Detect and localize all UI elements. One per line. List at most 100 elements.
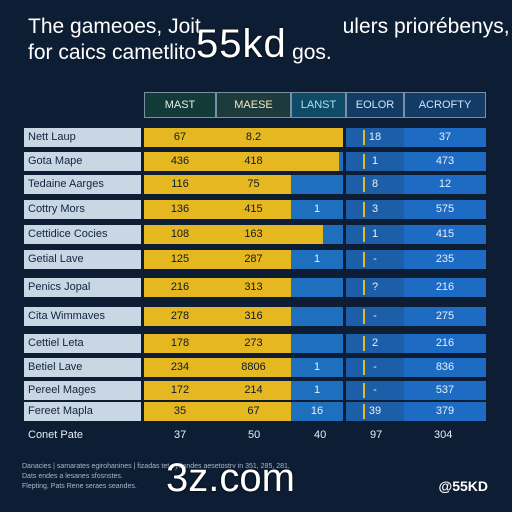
note-line-3: Flepting, Pats Rene seraes seandes. [22, 483, 137, 490]
cell-col-4: 2 [346, 334, 404, 353]
cell-col-2: 214 [216, 381, 291, 400]
cell-col-4: 3 [346, 200, 404, 219]
cell-col-5: 415 [404, 225, 486, 244]
bar-marker [363, 280, 365, 295]
column-header-5: ACROFTY [404, 92, 486, 118]
row-label: Gota Mape [24, 152, 141, 171]
table-row: Fereet Mapla 35 67 16 39 379 [24, 402, 486, 421]
row-label: Cettiel Leta [24, 334, 141, 353]
table-row: Betiel Lave 234 8806 1-836 [24, 358, 486, 377]
bar-marker [363, 154, 365, 169]
row-label: Tedaine Aarges [24, 175, 141, 194]
cell-col-5: 216 [404, 278, 486, 297]
row-label: Penics Jopal [24, 278, 141, 297]
bar-marker [363, 383, 365, 398]
cell-col-4: 39 [346, 402, 404, 421]
title-line-1: The gameoes, Joit ulers priorébenys, [28, 15, 510, 38]
table-row: Penics Jopal 216 313? 216 [24, 278, 486, 297]
row-label: Pereel Mages [24, 381, 141, 400]
cell-col-2: 75 [216, 175, 291, 194]
cell-col-4: 1 [346, 225, 404, 244]
cell-col-1: 116 [144, 175, 216, 194]
cell-col-2: 273 [216, 334, 291, 353]
table-row: Getial Lave 125 287 1-235 [24, 250, 486, 269]
cell-col-3: 1 [291, 358, 343, 377]
column-header-3: LANST [291, 92, 346, 118]
brand-logo-text: @55KD [438, 478, 488, 494]
cell-col-2: 287 [216, 250, 291, 269]
cell-col-3: 1 [291, 250, 343, 269]
table-footer-row: Conet Pate 37 50 40 97 304 [24, 429, 486, 445]
cell-col-1: 125 [144, 250, 216, 269]
bar-fill [291, 225, 323, 244]
table-row: Gota Mape43641811473 [24, 152, 486, 171]
cell-col-1: 108 [144, 225, 216, 244]
cell-col-5: 575 [404, 200, 486, 219]
cell-col-1: 136 [144, 200, 216, 219]
bar-marker [363, 309, 365, 324]
row-label: Nett Laup [24, 128, 141, 147]
watermark-top: 55kd [196, 22, 287, 66]
cell-col-5: 379 [404, 402, 486, 421]
cell-col-5: 235 [404, 250, 486, 269]
footer-value: 304 [434, 429, 453, 441]
cell-col-5: 836 [404, 358, 486, 377]
row-label: Getial Lave [24, 250, 141, 269]
table-row: Tedaine Aarges 116 75 8 12 [24, 175, 486, 194]
cell-col-5: 537 [404, 381, 486, 400]
cell-col-2: 415 [216, 200, 291, 219]
cell-col-1: 234 [144, 358, 216, 377]
cell-col-1: 172 [144, 381, 216, 400]
note-line-2: Dats endes a lesanes sfosnstes. [22, 473, 123, 480]
cell-col-1: 178 [144, 334, 216, 353]
cell-col-1: 436 [144, 152, 216, 171]
column-header-2: MAESE [216, 92, 291, 118]
row-label: Fereet Mapla [24, 402, 141, 421]
cell-col-5: 275 [404, 307, 486, 326]
bar-marker [363, 404, 365, 419]
bar-fill [291, 152, 339, 171]
table-row: Cita Wimmaves 278 316 -275 [24, 307, 486, 326]
row-label: Betiel Lave [24, 358, 141, 377]
table-row: Pereel Mages 172 214 1-537 [24, 381, 486, 400]
cell-col-2: 163 [216, 225, 291, 244]
chart-title: The gameoes, Joit ulers priorébenys, for… [28, 14, 510, 66]
cell-col-1: 216 [144, 278, 216, 297]
cell-col-3: 1 [291, 381, 343, 400]
column-header-4: EOLOR [346, 92, 404, 118]
cell-col-3 [291, 175, 343, 194]
footer-value: 37 [174, 429, 187, 441]
cell-col-4: 8 [346, 175, 404, 194]
cell-col-5: 473 [404, 152, 486, 171]
row-label: Cettidice Cocies [24, 225, 141, 244]
cell-col-2: 8806 [216, 358, 291, 377]
cell-col-3 [291, 334, 343, 353]
bar-marker [363, 227, 365, 242]
cell-col-2: 313 [216, 278, 291, 297]
cell-col-3 [291, 278, 343, 297]
cell-col-2: 67 [216, 402, 291, 421]
footer-label: Conet Pate [28, 429, 84, 441]
cell-col-4: - [346, 358, 404, 377]
column-header-1: MAST [144, 92, 216, 118]
cell-col-5: 37 [404, 128, 486, 147]
bar-marker [363, 202, 365, 217]
footer-value: 50 [248, 429, 261, 441]
cell-col-4: ? [346, 278, 404, 297]
footer-value: 40 [314, 429, 327, 441]
cell-col-5: 12 [404, 175, 486, 194]
bar-marker [363, 336, 365, 351]
cell-col-1: 278 [144, 307, 216, 326]
table-row: Cottry Mors 136 415 1 3 575 [24, 200, 486, 219]
cell-col-2: 418 [216, 152, 291, 171]
bar-marker [363, 252, 365, 267]
table-row: Cettidice Cocies 108 163 1 415 [24, 225, 486, 244]
bar-fill [291, 128, 343, 147]
cell-col-4: 18 [346, 128, 404, 147]
cell-col-4: - [346, 250, 404, 269]
watermark-bottom: 3z.com [166, 456, 295, 500]
bar-marker [363, 130, 365, 145]
cell-col-1: 35 [144, 402, 216, 421]
cell-col-4: 1 [346, 152, 404, 171]
